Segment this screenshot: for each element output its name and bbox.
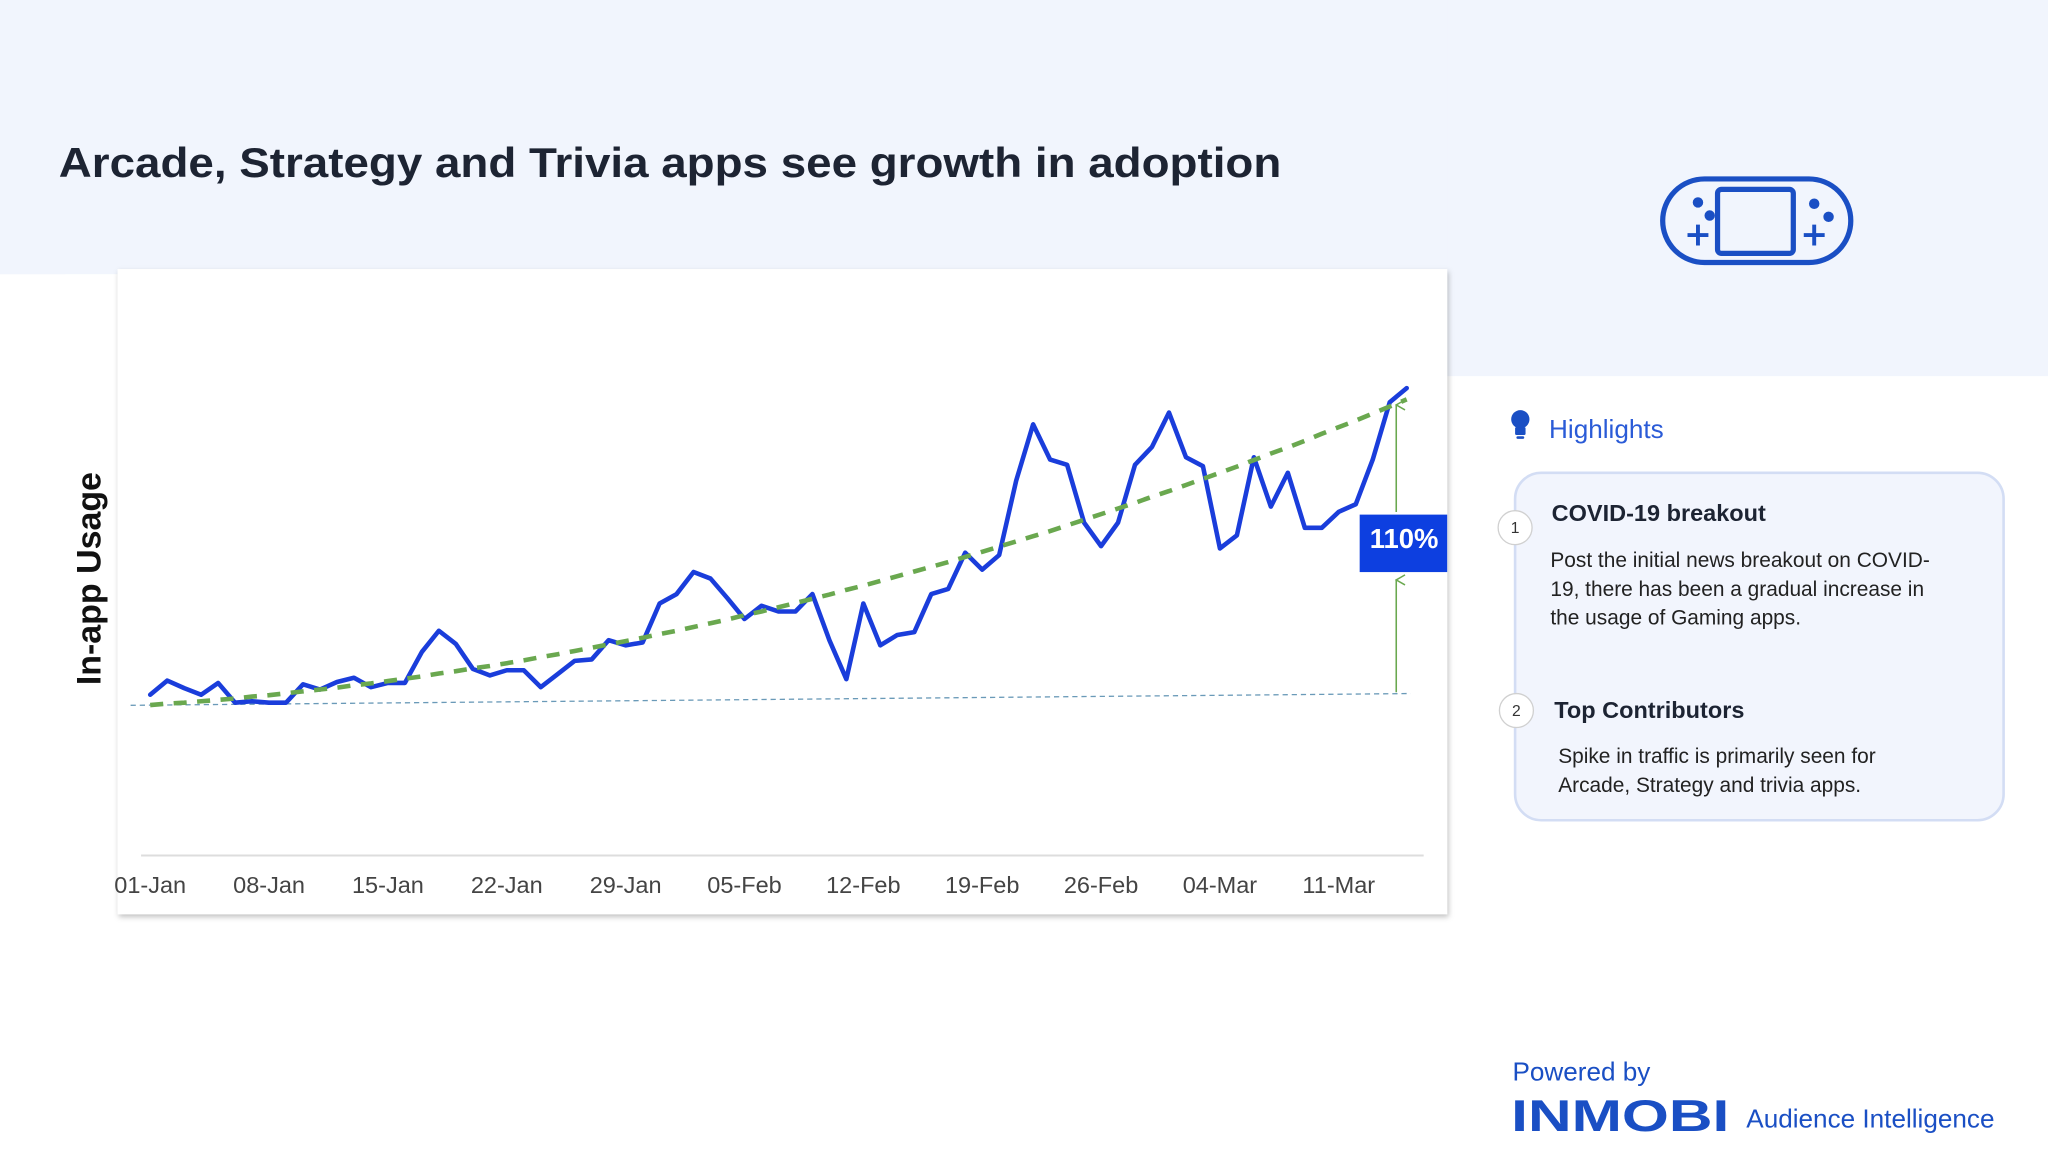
- x-tick-label: 29-Jan: [590, 872, 662, 898]
- x-tick-label: 11-Mar: [1302, 872, 1375, 898]
- x-tick-label: 15-Jan: [352, 872, 424, 898]
- item-text: the usage of Gaming apps.: [1550, 607, 1801, 630]
- item-text: Post the initial news breakout on COVID-: [1550, 549, 1929, 572]
- brand-logo: INMOBI: [1511, 1092, 1729, 1141]
- highlights: Highlights 1 COVID-19 breakout Post the …: [1497, 410, 2005, 822]
- title: Arcade, Strategy and Trivia apps see gro…: [59, 139, 1282, 186]
- item-heading: Top Contributors: [1554, 697, 1744, 723]
- bulb-icon: [1511, 410, 1530, 439]
- chart-card: [117, 269, 1448, 915]
- growth-annotation: 110%: [1359, 405, 1448, 693]
- chart-tab: [65, 274, 118, 377]
- x-tick-label: 12-Feb: [826, 872, 900, 898]
- x-tick-label: 04-Mar: [1183, 872, 1258, 898]
- usage-line: [147, 385, 1409, 705]
- item-number: 1: [1511, 520, 1520, 537]
- annotation-label: 110%: [1370, 523, 1439, 554]
- item-text: Spike in traffic is primarily seen for: [1558, 745, 1876, 768]
- x-tick-label: 05-Feb: [707, 872, 781, 898]
- x-tick-label: 08-Jan: [233, 872, 305, 898]
- highlights-box: [1513, 471, 2005, 822]
- x-tick-label: 19-Feb: [945, 872, 1019, 898]
- baseline-guide: [130, 692, 1411, 706]
- plot: 01-Jan 08-Jan 15-Jan 22-Jan 29-Jan 05-Feb 12-F…: [114, 385, 1424, 898]
- highlights-title: Highlights: [1549, 414, 1664, 444]
- item-heading: COVID-19 breakout: [1552, 500, 1766, 526]
- y-axis-label: In-app Usage: [70, 472, 108, 685]
- item-number: 2: [1512, 703, 1521, 720]
- item-badge: [1498, 692, 1535, 729]
- trend-line: [150, 397, 1408, 708]
- gamepad-icon: [1660, 176, 1854, 266]
- powered-by: Powered by: [1512, 1057, 1650, 1087]
- item-badge: [1497, 510, 1533, 546]
- x-tick-label: 22-Jan: [471, 872, 543, 898]
- x-tick-label: 26-Feb: [1064, 872, 1138, 898]
- item-text: 19, there has been a gradual increase in: [1550, 578, 1924, 601]
- item-text: Arcade, Strategy and trivia apps.: [1558, 774, 1861, 797]
- x-tick-label: 01-Jan: [114, 872, 186, 898]
- annotation-box: [1359, 514, 1448, 573]
- product-name: Audience Intelligence: [1746, 1104, 1994, 1134]
- footer: Powered by INMOBI Audience Intelligence: [1511, 1057, 1994, 1142]
